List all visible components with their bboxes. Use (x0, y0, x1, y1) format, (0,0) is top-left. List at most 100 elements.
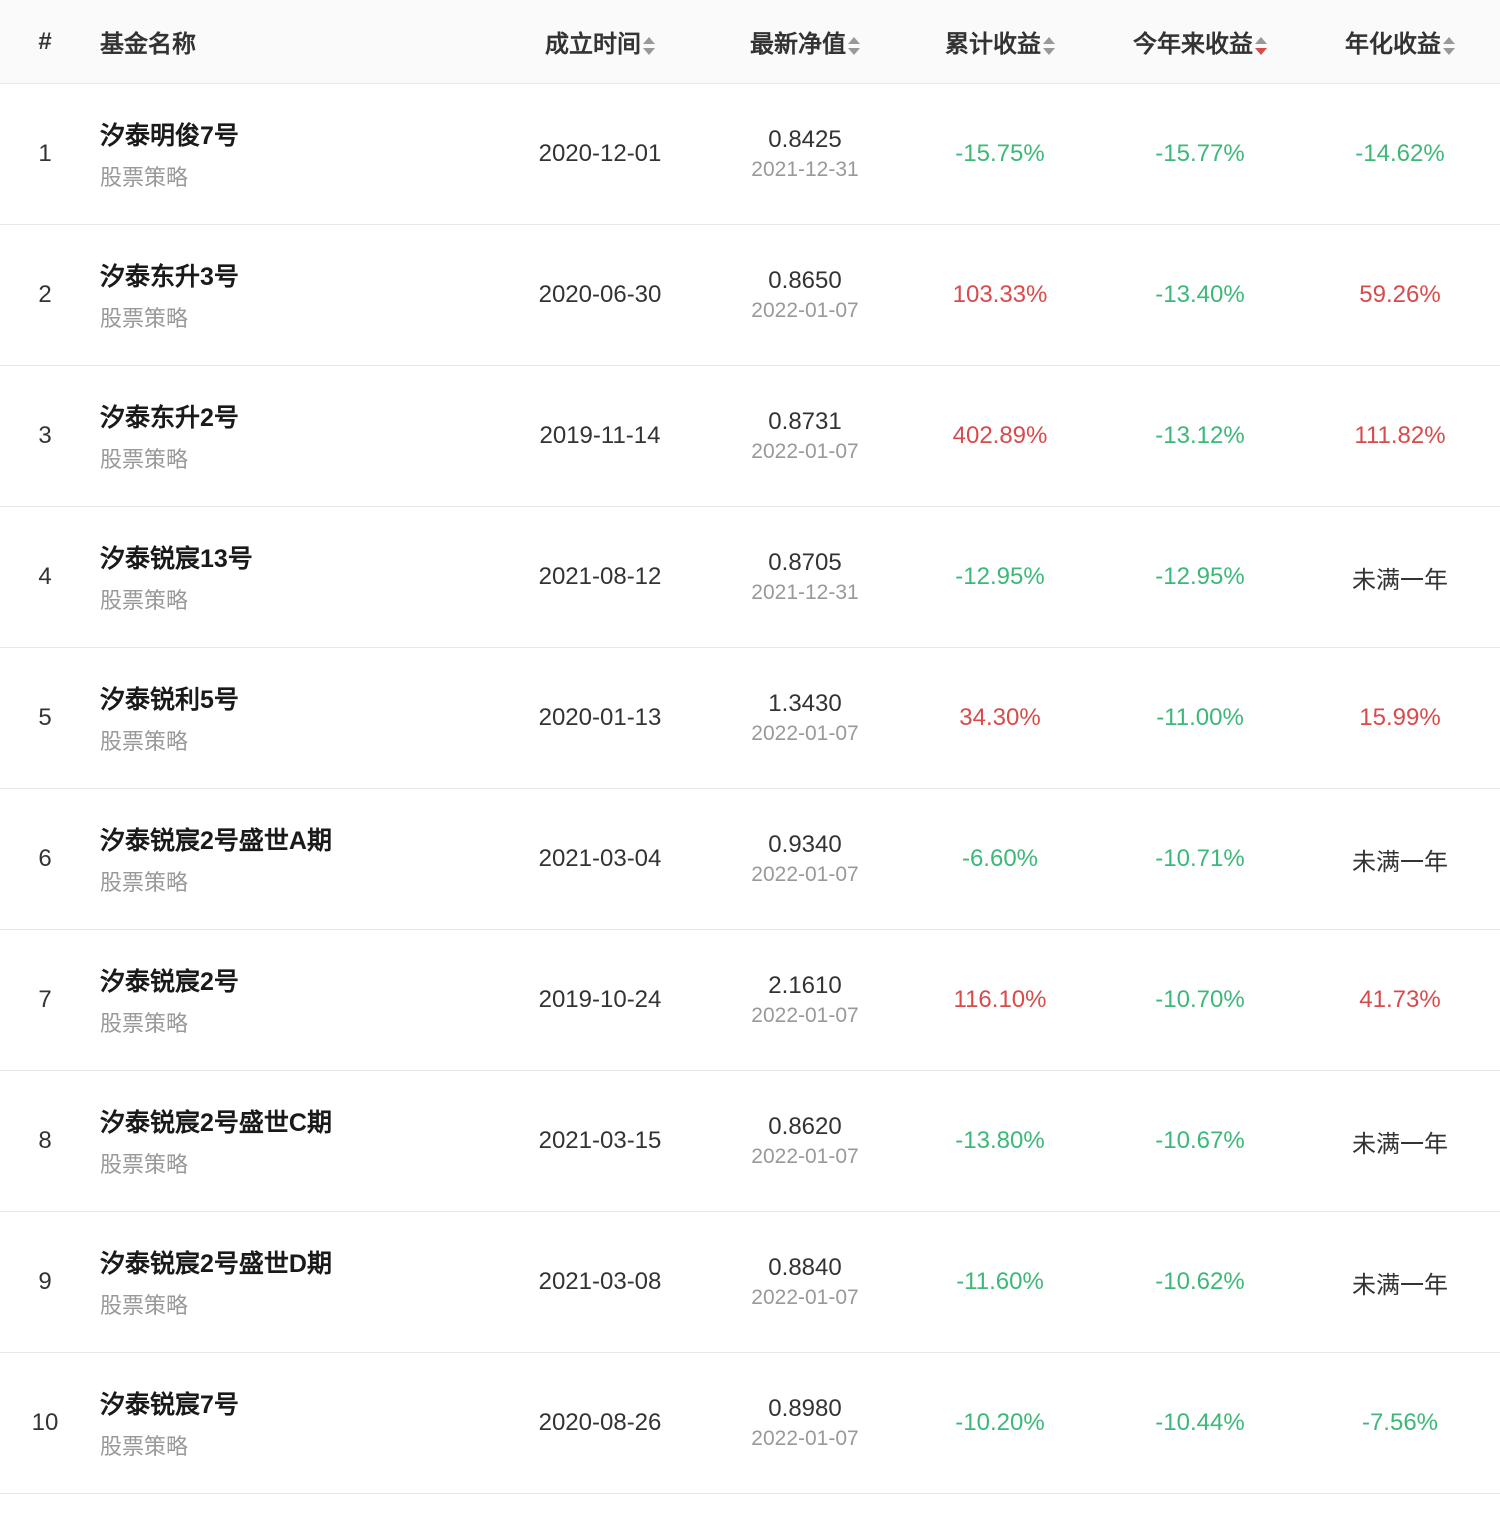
row-name-cell: 汐泰锐宸7号 股票策略 (90, 1385, 490, 1461)
table-row[interactable]: 8 汐泰锐宸2号盛世C期 股票策略 2021-03-15 0.8620 2022… (0, 1071, 1500, 1212)
row-establish-date: 2020-06-30 (490, 281, 710, 309)
row-annualized-return: 15.99% (1300, 704, 1500, 732)
row-ytd-return: -13.12% (1100, 422, 1300, 450)
sort-icon (1443, 37, 1455, 55)
table-row[interactable]: 5 汐泰锐利5号 股票策略 2020-01-13 1.3430 2022-01-… (0, 648, 1500, 789)
row-index: 4 (0, 563, 90, 591)
row-nav-cell: 0.8705 2021-12-31 (710, 549, 900, 605)
nav-date: 2022-01-07 (720, 440, 890, 464)
row-name-cell: 汐泰锐宸2号 股票策略 (90, 962, 490, 1038)
row-index: 5 (0, 704, 90, 732)
fund-name[interactable]: 汐泰锐宸13号 (100, 539, 480, 575)
row-nav-cell: 1.3430 2022-01-07 (710, 690, 900, 746)
row-total-return: -6.60% (900, 845, 1100, 873)
table-row[interactable]: 4 汐泰锐宸13号 股票策略 2021-08-12 0.8705 2021-12… (0, 507, 1500, 648)
row-total-return: 116.10% (900, 986, 1100, 1014)
nav-value: 1.3430 (720, 690, 890, 718)
row-total-return: 103.33% (900, 281, 1100, 309)
row-establish-date: 2019-11-14 (490, 422, 710, 450)
row-annualized-return: 未满一年 (1300, 560, 1500, 595)
header-establish-date-label: 成立时间 (545, 31, 641, 58)
header-annualized-return[interactable]: 年化收益 (1300, 24, 1500, 59)
fund-name[interactable]: 汐泰明俊7号 (100, 116, 480, 152)
row-index: 8 (0, 1127, 90, 1155)
row-nav-cell: 0.9340 2022-01-07 (710, 831, 900, 887)
row-index: 10 (0, 1409, 90, 1437)
row-establish-date: 2021-03-04 (490, 845, 710, 873)
fund-name[interactable]: 汐泰锐宸2号盛世C期 (100, 1103, 480, 1139)
row-nav-cell: 0.8620 2022-01-07 (710, 1113, 900, 1169)
table-row[interactable]: 2 汐泰东升3号 股票策略 2020-06-30 0.8650 2022-01-… (0, 225, 1500, 366)
table-row[interactable]: 9 汐泰锐宸2号盛世D期 股票策略 2021-03-08 0.8840 2022… (0, 1212, 1500, 1353)
table-body: 1 汐泰明俊7号 股票策略 2020-12-01 0.8425 2021-12-… (0, 84, 1500, 1494)
header-establish-date[interactable]: 成立时间 (490, 24, 710, 59)
table-row[interactable]: 10 汐泰锐宸7号 股票策略 2020-08-26 0.8980 2022-01… (0, 1353, 1500, 1494)
nav-date: 2022-01-07 (720, 1286, 890, 1310)
nav-value: 0.8980 (720, 1395, 890, 1423)
table-row[interactable]: 6 汐泰锐宸2号盛世A期 股票策略 2021-03-04 0.9340 2022… (0, 789, 1500, 930)
fund-name[interactable]: 汐泰东升3号 (100, 257, 480, 293)
fund-strategy: 股票策略 (100, 160, 480, 192)
row-name-cell: 汐泰东升3号 股票策略 (90, 257, 490, 333)
row-ytd-return: -10.44% (1100, 1409, 1300, 1437)
nav-date: 2022-01-07 (720, 1004, 890, 1028)
fund-strategy: 股票策略 (100, 301, 480, 333)
row-establish-date: 2021-03-15 (490, 1127, 710, 1155)
nav-date: 2022-01-07 (720, 722, 890, 746)
fund-name[interactable]: 汐泰东升2号 (100, 398, 480, 434)
row-establish-date: 2020-08-26 (490, 1409, 710, 1437)
row-annualized-return: 未满一年 (1300, 1124, 1500, 1159)
nav-value: 0.8425 (720, 126, 890, 154)
fund-name[interactable]: 汐泰锐宸2号盛世A期 (100, 821, 480, 857)
row-index: 7 (0, 986, 90, 1014)
row-name-cell: 汐泰锐宸2号盛世A期 股票策略 (90, 821, 490, 897)
nav-value: 0.8840 (720, 1254, 890, 1282)
fund-name[interactable]: 汐泰锐宸2号盛世D期 (100, 1244, 480, 1280)
row-ytd-return: -12.95% (1100, 563, 1300, 591)
row-name-cell: 汐泰锐宸2号盛世D期 股票策略 (90, 1244, 490, 1320)
row-nav-cell: 0.8650 2022-01-07 (710, 267, 900, 323)
row-ytd-return: -15.77% (1100, 140, 1300, 168)
row-nav-cell: 0.8980 2022-01-07 (710, 1395, 900, 1451)
table-row[interactable]: 1 汐泰明俊7号 股票策略 2020-12-01 0.8425 2021-12-… (0, 84, 1500, 225)
header-name: 基金名称 (90, 24, 490, 59)
nav-value: 0.9340 (720, 831, 890, 859)
row-establish-date: 2019-10-24 (490, 986, 710, 1014)
row-ytd-return: -10.70% (1100, 986, 1300, 1014)
row-nav-cell: 0.8731 2022-01-07 (710, 408, 900, 464)
fund-name[interactable]: 汐泰锐宸2号 (100, 962, 480, 998)
row-annualized-return: -14.62% (1300, 140, 1500, 168)
fund-name[interactable]: 汐泰锐宸7号 (100, 1385, 480, 1421)
row-total-return: -12.95% (900, 563, 1100, 591)
row-annualized-return: -7.56% (1300, 1409, 1500, 1437)
row-annualized-return: 111.82% (1300, 422, 1500, 450)
header-annualized-return-label: 年化收益 (1345, 31, 1441, 58)
fund-strategy: 股票策略 (100, 1006, 480, 1038)
header-nav-label: 最新净值 (750, 31, 846, 58)
table-row[interactable]: 7 汐泰锐宸2号 股票策略 2019-10-24 2.1610 2022-01-… (0, 930, 1500, 1071)
fund-name[interactable]: 汐泰锐利5号 (100, 680, 480, 716)
table-row[interactable]: 3 汐泰东升2号 股票策略 2019-11-14 0.8731 2022-01-… (0, 366, 1500, 507)
row-index: 2 (0, 281, 90, 309)
fund-strategy: 股票策略 (100, 1288, 480, 1320)
row-total-return: 402.89% (900, 422, 1100, 450)
row-name-cell: 汐泰锐利5号 股票策略 (90, 680, 490, 756)
header-ytd-return[interactable]: 今年来收益 (1100, 24, 1300, 59)
nav-value: 0.8620 (720, 1113, 890, 1141)
header-nav[interactable]: 最新净值 (710, 24, 900, 59)
row-index: 6 (0, 845, 90, 873)
row-ytd-return: -10.67% (1100, 1127, 1300, 1155)
sort-icon (848, 37, 860, 55)
header-total-return-label: 累计收益 (945, 31, 1041, 58)
row-index: 9 (0, 1268, 90, 1296)
header-total-return[interactable]: 累计收益 (900, 24, 1100, 59)
row-name-cell: 汐泰明俊7号 股票策略 (90, 116, 490, 192)
header-ytd-return-label: 今年来收益 (1133, 31, 1253, 58)
nav-date: 2022-01-07 (720, 863, 890, 887)
row-name-cell: 汐泰锐宸13号 股票策略 (90, 539, 490, 615)
fund-strategy: 股票策略 (100, 865, 480, 897)
row-ytd-return: -10.62% (1100, 1268, 1300, 1296)
fund-strategy: 股票策略 (100, 724, 480, 756)
fund-strategy: 股票策略 (100, 583, 480, 615)
nav-date: 2021-12-31 (720, 581, 890, 605)
